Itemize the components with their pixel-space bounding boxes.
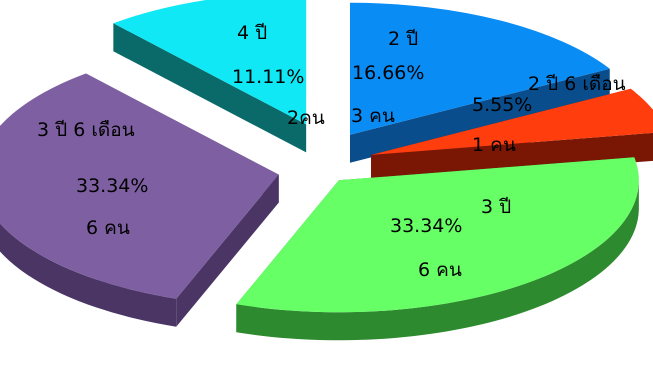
slice-label-3y6m-percent: 33.34% — [76, 175, 148, 197]
slice-2y — [349, 2, 610, 163]
slice-label-2y6m-count: 1 คน — [472, 134, 516, 156]
slice-label-3y-count: 6 คน — [418, 259, 462, 281]
slice-4y — [113, 0, 307, 153]
pie-slices — [0, 0, 653, 341]
slice-label-3y6m-count: 6 คน — [86, 217, 130, 239]
slice-2y6m — [371, 88, 653, 183]
slice-label-2y6m-category: 2 ปี 6 เดือน — [528, 73, 626, 95]
slice-label-4y-count: 2คน — [287, 107, 325, 129]
slice-label-2y6m-percent: 5.55% — [472, 94, 532, 116]
slice-label-4y-category: 4 ปี — [237, 22, 267, 44]
slice-label-2y-count: 3 คน — [351, 105, 395, 127]
slice-label-3y-category: 3 ปี — [481, 196, 511, 218]
slice-label-4y-percent: 11.11% — [232, 66, 304, 88]
slice-3y6m — [0, 73, 279, 327]
slice-label-2y-percent: 16.66% — [352, 62, 424, 84]
slice-label-3y6m-category: 3 ปี 6 เดือน — [37, 119, 135, 141]
slice-label-2y-category: 2 ปี — [388, 28, 418, 50]
slice-3y — [236, 157, 639, 341]
slice-label-3y-percent: 33.34% — [390, 215, 462, 237]
pie-labels: 2 ปี 16.66% 3 คน 2 ปี 6 เดือน 5.55% 1 คน… — [37, 22, 626, 281]
